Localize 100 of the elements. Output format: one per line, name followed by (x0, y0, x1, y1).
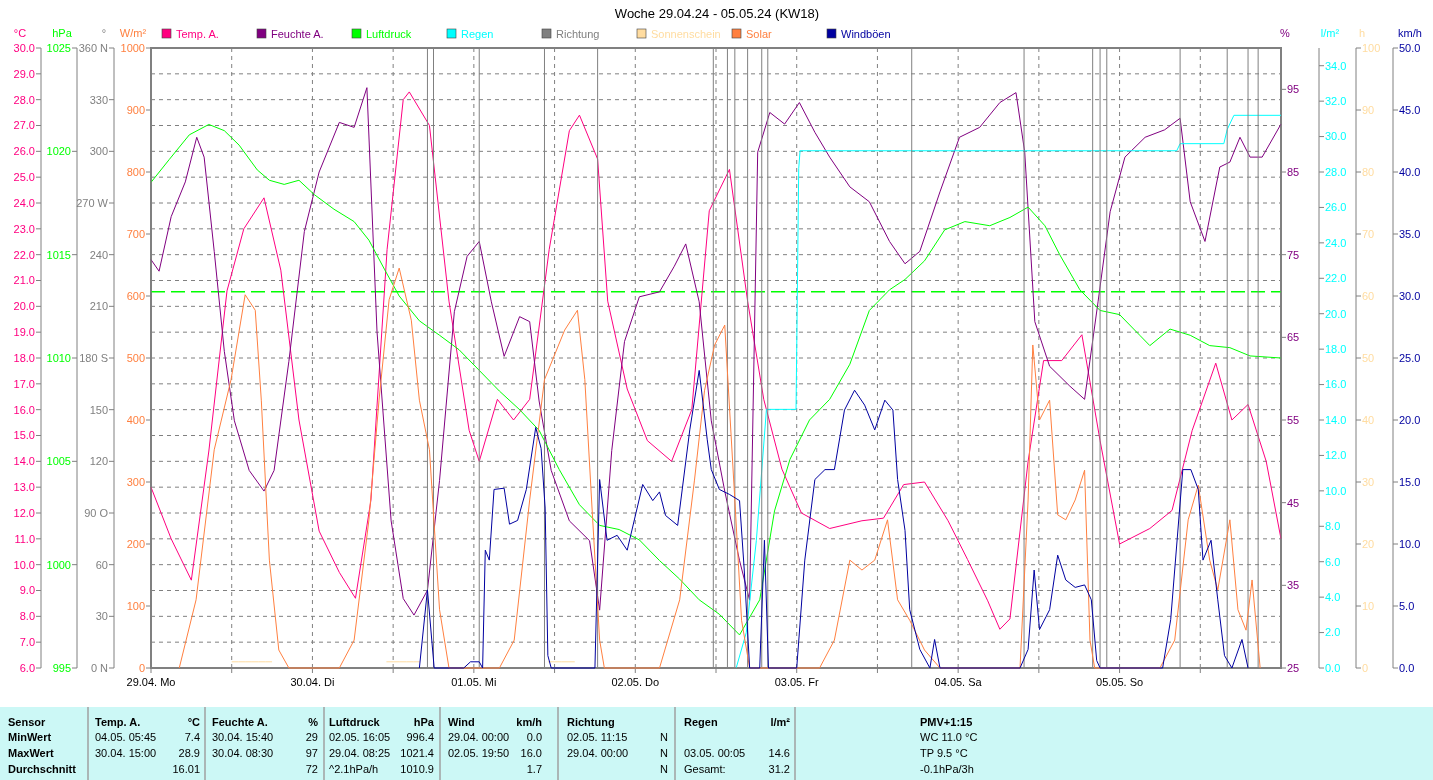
y2-tick-label: 22.0 (1325, 272, 1347, 285)
y-tick-label: 26.0 (13, 145, 35, 158)
legend-label: Richtung (556, 28, 600, 40)
y2-tick-label: 6.0 (1325, 555, 1341, 568)
y-tick-label: 120 (89, 455, 108, 468)
legend-label: Solar (746, 28, 773, 40)
y3-tick-label: 1015 (46, 248, 71, 261)
y2-tick-label: 0.0 (1325, 661, 1341, 674)
y2-tick-label: 24.0 (1325, 236, 1347, 249)
y-tick-label: 10.0 (1399, 537, 1421, 550)
y-tick-label: 18.0 (13, 351, 35, 364)
y-tick-label: 400 (126, 413, 145, 426)
text: 02.05. 19:50 (448, 747, 510, 759)
text: 30.04. 08:30 (212, 747, 274, 759)
y-tick-label: 10.0 (13, 558, 35, 571)
y-tick-label: 15.0 (13, 429, 35, 442)
y-tick-label: 5.0 (1399, 599, 1415, 612)
y3-tick-label: 1020 (46, 145, 71, 158)
y-tick-label: 35.0 (1399, 227, 1421, 240)
y2-tick-label: 2.0 (1325, 626, 1341, 639)
y2-tick-label: 16.0 (1325, 378, 1347, 391)
y-tick-label: 300 (126, 475, 145, 488)
y2-tick-label: 55 (1287, 413, 1300, 426)
y-tick-label: 500 (126, 351, 145, 364)
text: ^2.1hPa/h (329, 763, 379, 775)
text: 72 (305, 763, 318, 775)
y-tick-label: 100 (126, 599, 145, 612)
y-axis-title: °C (13, 27, 27, 39)
y-tick-label: 1000 (120, 41, 145, 54)
text: 1.7 (526, 763, 542, 775)
y2-tick-label: 80 (1362, 165, 1375, 178)
text: N (660, 731, 669, 743)
y-tick-label: 17.0 (13, 377, 35, 390)
y-tick-label: 8.0 (19, 610, 35, 623)
text: 04.05. 05:45 (95, 731, 157, 743)
text: TP 9.5 °C (920, 747, 968, 759)
y-tick-label: 28.0 (13, 93, 35, 106)
y-tick-label: 600 (126, 289, 145, 302)
y-tick-label: 20.0 (1399, 413, 1421, 426)
text: WC 11.0 °C (920, 731, 978, 743)
y-tick-label: 27.0 (13, 119, 35, 132)
y2-tick-label: 75 (1287, 248, 1300, 261)
text: 31.2 (768, 763, 790, 775)
text: Feuchte A. (212, 716, 268, 728)
y2-tick-label: 100 (1362, 41, 1381, 54)
y-tick-label: 12.0 (13, 506, 35, 519)
text: Temp. A. (95, 716, 141, 728)
legend-label: Luftdruck (366, 28, 412, 40)
y-tick-label: 16.0 (13, 403, 35, 416)
y2-tick-label: 35 (1287, 579, 1300, 592)
y2-tick-label: 18.0 (1325, 342, 1347, 355)
y-axis-title: W/m² (119, 27, 147, 39)
y-tick-label: 40.0 (1399, 165, 1421, 178)
y-tick-label: 21.0 (13, 274, 35, 287)
y-tick-label: 150 (89, 403, 108, 416)
text: l/m² (770, 716, 791, 728)
y-tick-label: 0 (138, 661, 145, 674)
text: 16.01 (172, 763, 200, 775)
text: % (308, 716, 319, 728)
text: 29.04. 00:00 (567, 747, 629, 759)
text: 03.05. 00:05 (684, 747, 746, 759)
y-tick-label: 50.0 (1399, 41, 1421, 54)
x-tick-label: 04.05. Sa (934, 676, 983, 688)
y-tick-label: 20.0 (13, 300, 35, 313)
legend-label: Feuchte A. (271, 28, 324, 40)
y3-axis-title: hPa (52, 27, 73, 39)
x-tick-label: 03.05. Fr (774, 676, 820, 688)
text: 29.04. 00:00 (448, 731, 510, 743)
y-tick-label: 15.0 (1399, 475, 1421, 488)
x-tick-label: 30.04. Di (290, 676, 335, 688)
y-tick-label: 9.0 (19, 584, 35, 597)
y-tick-label: 13.0 (13, 481, 35, 494)
y2-tick-label: 90 (1362, 103, 1375, 116)
y-tick-label: 25.0 (1399, 351, 1421, 364)
y-tick-label: 22.0 (13, 248, 35, 261)
y2-tick-label: 50 (1362, 351, 1375, 364)
y-tick-label: 23.0 (13, 222, 35, 235)
y-tick-label: 25.0 (13, 171, 35, 184)
y3-tick-label: 1025 (46, 41, 71, 54)
y2-tick-label: 20 (1362, 537, 1375, 550)
y-tick-label: 60 (95, 558, 108, 571)
text: MaxWert (8, 747, 54, 759)
x-tick-label: 02.05. Do (611, 676, 660, 688)
y3-tick-label: 995 (52, 661, 71, 674)
y2-tick-label: 20.0 (1325, 307, 1347, 320)
y2-tick-label: 28.0 (1325, 165, 1347, 178)
text: 97 (305, 747, 318, 759)
y-tick-label: 0 N (90, 661, 109, 674)
text: 29 (305, 731, 318, 743)
text: °C (187, 716, 201, 728)
legend-label: Temp. A. (176, 28, 219, 40)
y2-tick-label: 10 (1362, 599, 1375, 612)
y-tick-label: 180 S (79, 351, 108, 364)
x-tick-label: 01.05. Mi (451, 676, 497, 688)
y2-tick-label: 12.0 (1325, 449, 1347, 462)
text: 1010.9 (400, 763, 434, 775)
x-tick-label: 05.05. So (1096, 676, 1144, 688)
y2-tick-label: 60 (1362, 289, 1375, 302)
y2-tick-label: 45 (1287, 496, 1300, 509)
text: 16.0 (520, 747, 542, 759)
